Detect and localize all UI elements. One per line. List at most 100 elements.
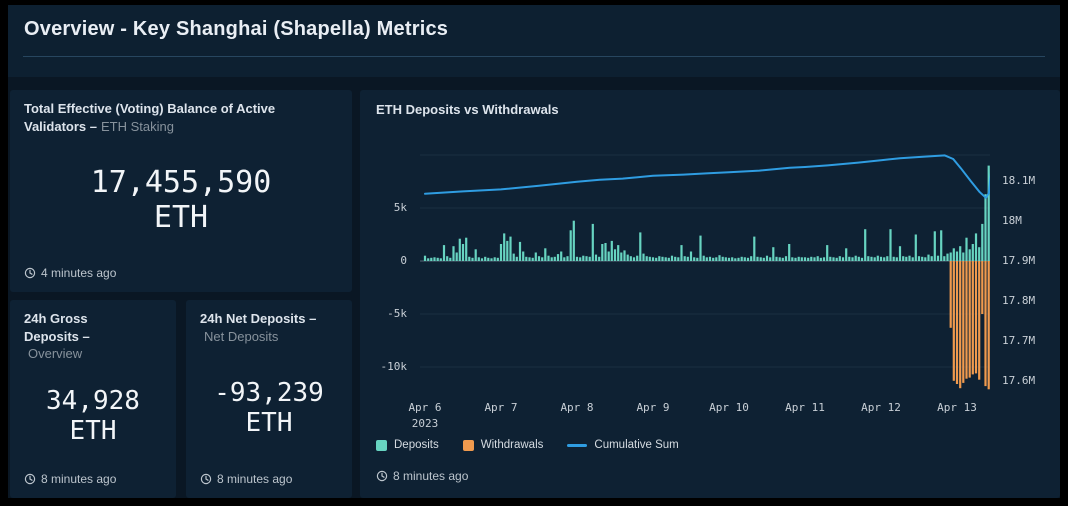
withdrawal-bar[interactable] xyxy=(971,261,974,375)
deposit-bar[interactable] xyxy=(442,245,446,261)
deposit-bar[interactable] xyxy=(471,257,474,261)
deposit-bar[interactable] xyxy=(572,220,575,261)
legend-item-withdrawals[interactable]: Withdrawals xyxy=(462,439,543,451)
deposit-bar[interactable] xyxy=(731,257,734,261)
deposit-bar[interactable] xyxy=(522,251,525,262)
deposit-bar[interactable] xyxy=(661,256,664,261)
legend-item-cumulative-sum[interactable]: Cumulative Sum xyxy=(567,439,679,451)
deposit-bar[interactable] xyxy=(446,256,449,261)
deposit-bar[interactable] xyxy=(978,247,981,261)
deposit-bar[interactable] xyxy=(845,248,848,261)
deposit-bar[interactable] xyxy=(613,249,617,261)
deposit-bar[interactable] xyxy=(541,257,544,261)
deposit-bar[interactable] xyxy=(651,257,655,261)
cumulative-sum-line[interactable] xyxy=(424,154,990,199)
deposit-bar[interactable] xyxy=(946,253,949,261)
deposit-bar[interactable] xyxy=(591,223,594,261)
deposit-bar[interactable] xyxy=(490,258,493,261)
panel-title-net-deposits[interactable]: 24h Net Deposits – Net Deposits xyxy=(200,310,318,345)
deposit-bar[interactable] xyxy=(952,248,955,261)
deposit-bar[interactable] xyxy=(430,257,433,261)
deposit-bar[interactable] xyxy=(667,257,670,261)
deposit-bar[interactable] xyxy=(781,257,784,261)
panel-title-voting-balance[interactable]: Total Effective (Voting) Balance of Acti… xyxy=(24,100,334,135)
deposit-bar[interactable] xyxy=(620,252,623,262)
deposit-bar[interactable] xyxy=(854,255,857,261)
deposit-bar[interactable] xyxy=(955,251,959,262)
deposit-bar[interactable] xyxy=(461,244,465,261)
deposit-bar[interactable] xyxy=(487,257,490,261)
deposit-bar[interactable] xyxy=(807,257,810,261)
deposit-bar[interactable] xyxy=(550,257,553,261)
deposit-bar[interactable] xyxy=(921,256,924,261)
deposit-bar[interactable] xyxy=(503,233,506,261)
deposit-bar[interactable] xyxy=(493,257,496,261)
withdrawal-bar[interactable] xyxy=(978,261,981,380)
deposit-bar[interactable] xyxy=(708,256,712,261)
deposit-bar[interactable] xyxy=(762,257,765,261)
deposit-bar[interactable] xyxy=(876,255,879,261)
deposit-bar[interactable] xyxy=(658,256,661,261)
deposit-bar[interactable] xyxy=(639,232,642,261)
deposit-bar[interactable] xyxy=(427,258,430,261)
withdrawal-bar[interactable] xyxy=(965,261,968,379)
deposit-bar[interactable] xyxy=(902,256,905,261)
deposit-bar[interactable] xyxy=(474,249,477,261)
deposit-bar[interactable] xyxy=(775,256,778,261)
deposit-bar[interactable] xyxy=(851,257,854,261)
deposit-bar[interactable] xyxy=(981,223,984,261)
deposit-bar[interactable] xyxy=(936,255,940,261)
deposit-bar[interactable] xyxy=(987,165,990,261)
deposit-bar[interactable] xyxy=(436,257,439,261)
deposit-bar[interactable] xyxy=(914,234,917,262)
deposit-bar[interactable] xyxy=(917,256,921,261)
deposit-bar[interactable] xyxy=(515,256,518,261)
deposit-bar[interactable] xyxy=(965,237,968,261)
deposit-bar[interactable] xyxy=(449,257,452,261)
deposit-bar[interactable] xyxy=(686,256,689,261)
chart-plot-area[interactable] xyxy=(420,125,990,392)
deposit-bar[interactable] xyxy=(534,252,537,262)
deposit-bar[interactable] xyxy=(642,253,645,261)
deposit-bar[interactable] xyxy=(607,251,610,262)
deposit-bar[interactable] xyxy=(784,256,788,261)
deposit-bar[interactable] xyxy=(525,256,528,261)
deposit-bar[interactable] xyxy=(484,256,487,261)
deposit-bar[interactable] xyxy=(693,257,696,261)
deposit-bar[interactable] xyxy=(705,257,708,261)
deposit-bar[interactable] xyxy=(433,257,436,261)
withdrawal-bar[interactable] xyxy=(974,261,978,374)
deposit-bar[interactable] xyxy=(740,256,743,261)
deposit-bar[interactable] xyxy=(509,236,512,261)
withdrawal-bar[interactable] xyxy=(981,261,984,314)
deposit-bar[interactable] xyxy=(835,257,838,261)
withdrawal-bar[interactable] xyxy=(987,261,990,390)
deposit-bar[interactable] xyxy=(933,231,936,261)
deposit-bar[interactable] xyxy=(655,257,658,261)
deposit-bar[interactable] xyxy=(810,256,813,261)
deposit-bar[interactable] xyxy=(499,244,503,261)
deposit-bar[interactable] xyxy=(769,257,772,261)
deposit-bar[interactable] xyxy=(518,241,522,261)
deposit-bar[interactable] xyxy=(468,256,471,261)
deposit-bar[interactable] xyxy=(829,256,832,261)
deposit-bar[interactable] xyxy=(480,258,484,261)
deposit-bar[interactable] xyxy=(832,257,835,261)
withdrawal-bar[interactable] xyxy=(984,261,987,387)
deposit-bar[interactable] xyxy=(721,256,724,261)
deposit-bar[interactable] xyxy=(594,254,598,261)
withdrawal-bar[interactable] xyxy=(959,261,962,389)
deposit-bar[interactable] xyxy=(911,257,914,261)
deposit-bar[interactable] xyxy=(496,257,499,261)
deposit-bar[interactable] xyxy=(636,255,639,261)
legend-item-deposits[interactable]: Deposits xyxy=(376,439,439,451)
deposit-bar[interactable] xyxy=(905,256,908,261)
deposit-bar[interactable] xyxy=(857,256,860,261)
deposit-bar[interactable] xyxy=(930,256,933,261)
deposit-bar[interactable] xyxy=(575,256,579,261)
deposit-bar[interactable] xyxy=(477,257,480,261)
deposit-bar[interactable] xyxy=(971,244,974,261)
deposit-bar[interactable] xyxy=(750,256,753,261)
withdrawal-bar[interactable] xyxy=(968,261,971,378)
deposit-bar[interactable] xyxy=(943,256,946,261)
